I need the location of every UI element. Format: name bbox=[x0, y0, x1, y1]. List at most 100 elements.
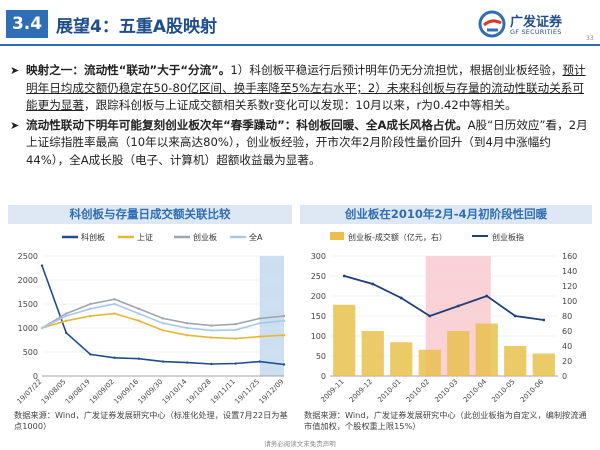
bullet-1-underlined: 预计明年日均成交额仍稳定在50-80亿区间、换手率降至5%左右水平；2）未来科创… bbox=[26, 63, 586, 113]
data-point bbox=[137, 307, 140, 310]
bullet-1-text-a: 1）科创板平稳运行后预计明年仍无分流担忧，根据创业板经验， bbox=[230, 63, 563, 77]
data-point bbox=[89, 302, 92, 306]
x-tick-label: 19/09/02 bbox=[88, 378, 116, 406]
data-point bbox=[161, 322, 165, 325]
legend-label: 科创板 bbox=[81, 232, 105, 242]
x-tick-label: 19/09/16 bbox=[112, 377, 140, 405]
y-right-tick-label: 80 bbox=[562, 312, 572, 321]
x-tick-label: 2010-03 bbox=[433, 378, 459, 404]
y-left-tick-label: 150 bbox=[311, 312, 326, 321]
data-point bbox=[234, 322, 237, 326]
data-point bbox=[137, 319, 140, 322]
disclaimer-footer: 请务必阅读文末免责声明 bbox=[264, 440, 336, 448]
data-point bbox=[113, 312, 116, 315]
bullet-1-text-b: ，跟踪科创板与上证成交额相关系数r变化可以发现：10月以来，r为0.42中等相关… bbox=[83, 98, 517, 113]
bullet-2-title: 流动性联动下明年可能复刻创业板次年“春季躁动”：科创板回暖、全A成长风格占优。 bbox=[26, 117, 468, 132]
right-combo-chart: 创业板-成交额（亿元，右） 创业板指 0 50 100 150 200 250 300 0 20 40… bbox=[311, 232, 577, 404]
data-point bbox=[513, 314, 517, 318]
volume-bar bbox=[447, 331, 470, 376]
bullet-item-2: ➤ 流动性联动下明年可能复刻创业板次年“春季躁动”：科创板回暖、全A成长风格占优… bbox=[10, 117, 590, 170]
data-point bbox=[186, 322, 189, 325]
legend-label: 全A bbox=[249, 232, 263, 242]
y-left-tick-label: 0 bbox=[321, 372, 326, 381]
left-chart-title: 科创板与存量日成交额关联比较 bbox=[8, 205, 292, 224]
data-point bbox=[65, 319, 68, 322]
y-tick-label: 1000 bbox=[18, 324, 38, 333]
data-point bbox=[40, 326, 44, 330]
data-point bbox=[456, 304, 460, 308]
y-left-tick-label: 250 bbox=[311, 272, 326, 281]
data-point bbox=[282, 314, 286, 318]
x-tick-label: 19/07/22 bbox=[16, 378, 44, 406]
legend-label: 创业板 bbox=[193, 232, 217, 242]
y-left-tick-label: 200 bbox=[311, 292, 326, 301]
legend-label: 创业板指 bbox=[492, 232, 524, 242]
data-point bbox=[113, 302, 116, 306]
y-right-tick-label: 100 bbox=[562, 297, 577, 306]
right-chart-source: 数据来源：Wind，广发证券发展研究中心（此创业板指为自定义，编制按流通市值加权… bbox=[304, 410, 587, 431]
data-point bbox=[485, 294, 489, 298]
data-point bbox=[65, 312, 68, 315]
data-point bbox=[65, 314, 68, 318]
x-tick-label: 2010-01 bbox=[376, 378, 402, 404]
volume-bar bbox=[475, 323, 498, 376]
x-tick-label: 2009-11 bbox=[319, 378, 345, 404]
data-point bbox=[89, 353, 92, 356]
data-point bbox=[89, 307, 92, 310]
data-point bbox=[428, 314, 432, 318]
data-point bbox=[113, 298, 116, 301]
y-left-tick-label: 50 bbox=[316, 352, 326, 361]
volume-bar bbox=[390, 342, 413, 376]
x-tick-label: 19/10/28 bbox=[185, 378, 213, 406]
volume-bar bbox=[418, 349, 441, 376]
y-right-tick-label: 120 bbox=[562, 282, 577, 291]
volume-bar bbox=[333, 304, 356, 376]
data-point bbox=[210, 329, 213, 332]
data-point bbox=[282, 334, 286, 337]
x-tick-label: 19/11/25 bbox=[233, 378, 261, 406]
left-line-chart: 科创板 上证 创业板 全A0500100015002000250019/07/2219… bbox=[16, 232, 286, 406]
data-point bbox=[186, 334, 189, 337]
y-tick-label: 0 bbox=[33, 372, 38, 381]
y-tick-label: 500 bbox=[23, 348, 38, 357]
data-point bbox=[234, 337, 237, 340]
data-point bbox=[137, 357, 140, 360]
volume-bar bbox=[532, 353, 555, 376]
x-tick-label: 2010-02 bbox=[405, 378, 431, 404]
data-point bbox=[371, 282, 375, 286]
x-tick-label: 2010-06 bbox=[519, 377, 546, 404]
data-point bbox=[258, 360, 261, 363]
y-right-tick-label: 60 bbox=[562, 327, 572, 336]
arrow-bullet-icon: ➤ bbox=[10, 118, 20, 132]
data-point bbox=[210, 336, 213, 339]
data-point bbox=[161, 360, 165, 363]
x-tick-label: 2010-04 bbox=[462, 377, 489, 404]
data-point bbox=[137, 312, 140, 315]
header-divider bbox=[0, 44, 600, 46]
data-point bbox=[258, 322, 261, 325]
legend-label: 上证 bbox=[137, 233, 153, 242]
data-point bbox=[113, 356, 116, 359]
x-tick-label: 19/10/14 bbox=[161, 377, 189, 405]
x-tick-label: 2009-12 bbox=[348, 378, 374, 404]
y-tick-label: 2000 bbox=[18, 276, 38, 285]
data-point bbox=[161, 317, 165, 320]
bullet-item-1: ➤ 映射之一：流动性“联动”大于“分流”。1）科创板平稳运行后预计明年仍无分流担… bbox=[10, 62, 590, 115]
y-tick-label: 2500 bbox=[18, 252, 38, 261]
legend-label: 创业板-成交额（亿元，右） bbox=[348, 232, 447, 242]
x-tick-label: 19/12/09 bbox=[258, 378, 286, 406]
data-point bbox=[542, 318, 546, 322]
data-point bbox=[161, 329, 165, 332]
company-logo: 广发证券 GF SECURITIES bbox=[478, 10, 588, 40]
logo-text-en: GF SECURITIES bbox=[510, 28, 562, 36]
y-right-tick-label: 0 bbox=[562, 372, 567, 381]
x-tick-label: 19/09/30 bbox=[137, 378, 165, 406]
data-point bbox=[342, 274, 346, 278]
data-point bbox=[186, 361, 189, 364]
data-point bbox=[186, 326, 189, 330]
x-tick-label: 19/08/19 bbox=[64, 378, 92, 406]
bullet-list: ➤ 映射之一：流动性“联动”大于“分流”。1）科创板平稳运行后预计明年仍无分流担… bbox=[10, 62, 590, 172]
data-point bbox=[258, 335, 261, 338]
legend-swatch bbox=[330, 232, 344, 240]
logo-text-cn: 广发证券 bbox=[510, 15, 563, 30]
